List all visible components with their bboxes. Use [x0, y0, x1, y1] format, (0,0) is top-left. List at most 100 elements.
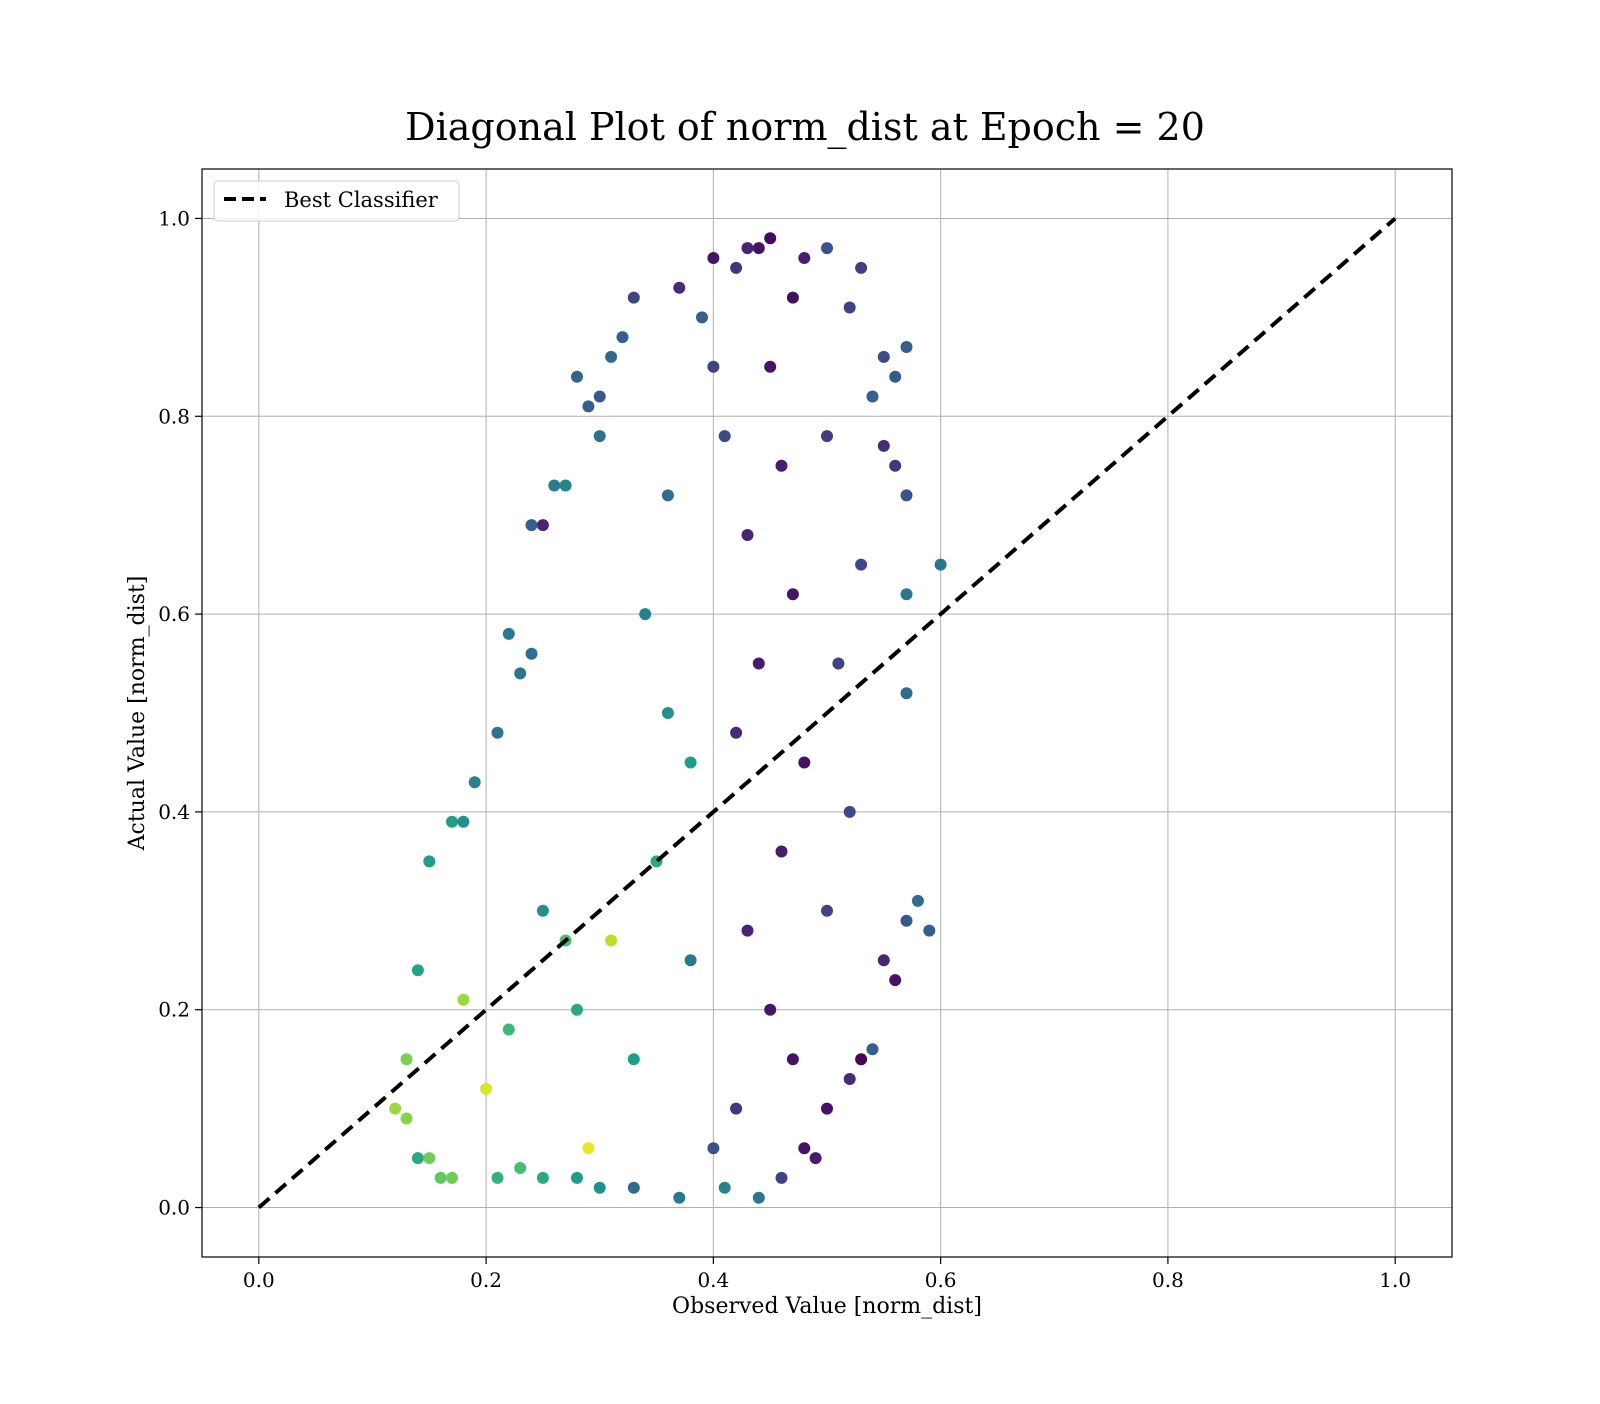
scatter-point: [877, 350, 890, 363]
scatter-point: [855, 558, 868, 571]
scatter-point: [536, 904, 549, 917]
scatter-point: [661, 707, 674, 719]
scatter-point: [627, 291, 640, 304]
scatter-point: [764, 360, 777, 373]
scatter-point: [866, 390, 879, 403]
reference-line-group: [257, 216, 1397, 1210]
y-tick-label: 0.8: [158, 404, 190, 428]
scatter-point: [741, 242, 754, 255]
scatter-point: [843, 805, 856, 818]
y-axis-label: Actual Value [norm_dist]: [125, 576, 150, 852]
scatter-point: [514, 667, 527, 680]
scatter-point: [684, 954, 697, 967]
legend-box: [213, 180, 460, 222]
scatter-point: [571, 1003, 583, 1016]
y-tick-label: 1.0: [158, 206, 190, 230]
scatter-point: [900, 588, 913, 601]
legend-label-best-classifier: Best Classifier: [284, 188, 439, 212]
scatter-point: [911, 894, 924, 907]
scatter-point: [446, 815, 458, 828]
scatter-points: [389, 232, 947, 1204]
scatter-point: [764, 1003, 777, 1016]
scatter-point: [593, 1181, 606, 1194]
x-ticks: 0.0 0.2 0.4 0.6 0.8 1.0: [243, 1257, 1411, 1292]
y-tick-label: 0.0: [158, 1196, 190, 1220]
scatter-point: [855, 261, 868, 274]
scatter-point: [400, 1112, 413, 1125]
scatter-point: [786, 1053, 799, 1066]
scatter-point: [741, 924, 754, 937]
scatter-point: [491, 1171, 504, 1184]
scatter-point: [400, 1053, 413, 1066]
scatter-point: [605, 934, 618, 947]
scatter-point: [764, 232, 777, 245]
scatter-point: [423, 1152, 436, 1165]
scatter-point: [798, 756, 811, 769]
scatter-point: [730, 261, 743, 274]
scatter-point: [707, 360, 720, 373]
scatter-point: [821, 430, 833, 443]
scatter-point: [593, 390, 606, 403]
scatter-point: [752, 1191, 765, 1204]
scatter-point: [502, 1023, 515, 1036]
scatter-point: [798, 252, 811, 264]
scatter-point: [434, 1171, 447, 1184]
scatter-point: [707, 252, 720, 264]
scatter-point: [468, 776, 481, 789]
scatter-point: [866, 1043, 879, 1056]
x-tick-label: 0.0: [243, 1268, 275, 1292]
scatter-point: [571, 370, 583, 383]
scatter-point: [798, 1142, 811, 1155]
scatter-point: [480, 1082, 493, 1095]
scatter-point: [627, 1181, 640, 1194]
scatter-point: [661, 489, 674, 502]
scatter-point: [423, 855, 436, 868]
scatter-point: [900, 914, 913, 927]
scatter-point: [627, 1053, 640, 1066]
scatter-point: [673, 1191, 686, 1204]
scatter-point: [821, 904, 833, 917]
scatter-point: [457, 815, 470, 828]
scatter-point: [900, 489, 913, 502]
scatter-point: [389, 1102, 402, 1115]
plot-frame: [201, 168, 1453, 1258]
scatter-point: [900, 687, 913, 700]
scatter-point: [696, 311, 708, 324]
scatter-point: [889, 459, 902, 472]
scatter-point: [571, 1171, 583, 1184]
scatter-point: [843, 301, 856, 314]
y-tick-label: 0.6: [158, 602, 190, 626]
scatter-point: [639, 608, 652, 621]
scatter-point: [502, 627, 515, 640]
scatter-point: [525, 519, 538, 532]
y-ticks: 0.0 0.2 0.4 0.6 0.8 1.0: [158, 206, 202, 1220]
scatter-point: [752, 242, 765, 255]
scatter-point: [514, 1162, 527, 1174]
scatter-point: [923, 924, 936, 937]
x-tick-label: 0.6: [925, 1268, 957, 1292]
scatter-point: [877, 954, 890, 967]
scatter-point: [900, 341, 913, 353]
scatter-point: [934, 558, 947, 571]
scatter-point: [525, 647, 538, 660]
x-tick-label: 0.8: [1152, 1268, 1184, 1292]
scatter-point: [752, 657, 765, 670]
scatter-point: [843, 1073, 856, 1085]
scatter-point: [809, 1152, 822, 1165]
scatter-point: [775, 845, 788, 858]
scatter-point: [775, 459, 788, 472]
scatter-point: [821, 242, 833, 255]
scatter-point: [673, 281, 686, 294]
x-tick-label: 0.2: [470, 1268, 502, 1292]
scatter-point: [559, 479, 572, 492]
scatter-point: [536, 519, 549, 532]
y-tick-label: 0.2: [158, 998, 190, 1022]
scatter-point: [593, 430, 606, 443]
scatter-point: [877, 439, 890, 452]
scatter-point: [821, 1102, 833, 1115]
scatter-point: [684, 756, 697, 769]
scatter-point: [786, 588, 799, 601]
scatter-point: [730, 1102, 743, 1115]
scatter-point: [536, 1171, 549, 1184]
scatter-point: [855, 1053, 868, 1066]
